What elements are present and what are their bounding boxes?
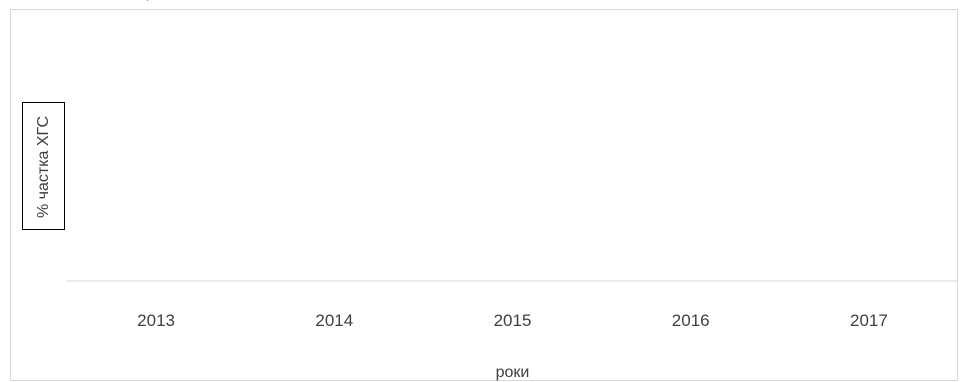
x-tick-label: 2015 (494, 311, 532, 330)
x-tick-label: 2014 (315, 311, 353, 330)
x-tick-label: 2016 (672, 311, 710, 330)
x-tick-label: 2013 (137, 311, 175, 330)
data-labels: 0,0630,0720,0770,080,087 (137, 0, 175, 3)
x-tick-label: 2017 (850, 311, 888, 330)
chart-frame (10, 9, 958, 381)
x-tick-labels: 2013 2014 2015 2016 2017 (137, 311, 888, 330)
x-axis-label: роки (496, 364, 530, 381)
data-label: 0,063 (137, 0, 175, 3)
y-axis-label-box (22, 102, 65, 230)
